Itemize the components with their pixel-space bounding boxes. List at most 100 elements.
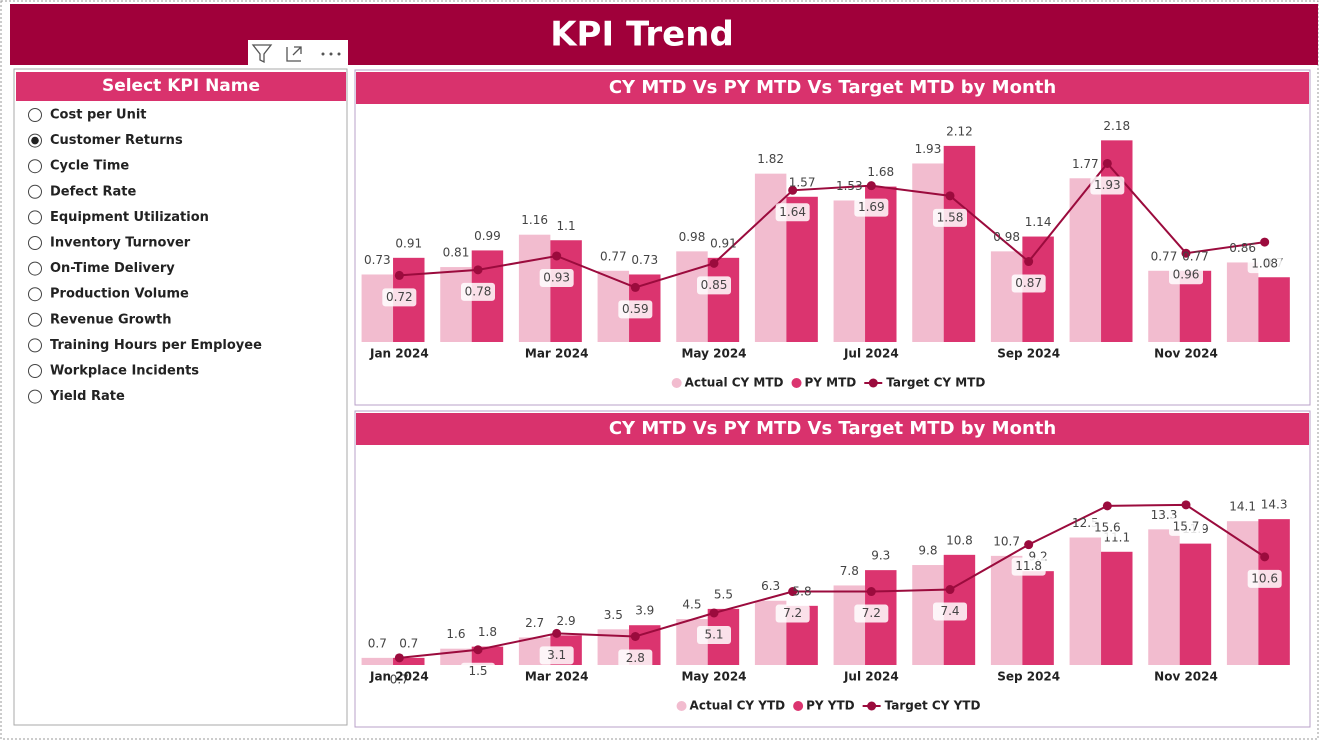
- header-bar: [10, 4, 1318, 65]
- radio-button[interactable]: [28, 338, 42, 353]
- data-label: 15.6: [1094, 520, 1121, 534]
- visual-toolbar: [248, 40, 348, 68]
- radio-button[interactable]: [28, 261, 42, 276]
- bar: [440, 267, 472, 342]
- slicer-item-label[interactable]: Production Volume: [50, 287, 189, 302]
- slicer-item-label[interactable]: On-Time Delivery: [50, 261, 175, 276]
- slicer-item-label[interactable]: Revenue Growth: [50, 312, 171, 327]
- data-label: 0.77: [1151, 249, 1178, 263]
- bar: [707, 257, 740, 342]
- bar: [1101, 140, 1133, 342]
- slicer-item[interactable]: Yield Rate: [28, 389, 125, 404]
- radio-button[interactable]: [28, 184, 42, 199]
- radio-button[interactable]: [28, 236, 42, 250]
- x-tick-label: Sep 2024: [997, 347, 1060, 361]
- data-label: 1.8: [478, 625, 497, 639]
- radio-button[interactable]: [28, 159, 42, 174]
- legend: Actual CY MTD PY MTD Target CY MTD: [671, 376, 985, 390]
- radio-button[interactable]: [28, 312, 42, 327]
- legend-label: Actual CY YTD: [690, 699, 786, 713]
- data-label: 5.8: [793, 584, 812, 598]
- radio-button[interactable]: [28, 389, 42, 404]
- slicer-item[interactable]: Inventory Turnover: [28, 236, 191, 251]
- slicer-item-label[interactable]: Cycle Time: [50, 159, 129, 174]
- data-label: 3.1: [547, 648, 566, 662]
- label-box: [1247, 569, 1282, 588]
- chart-title: CY MTD Vs PY MTD Vs Target MTD by Month: [609, 418, 1056, 439]
- data-label: 5.1: [704, 627, 723, 641]
- slicer-item[interactable]: Cost per Unit: [28, 108, 147, 123]
- bar: [943, 145, 976, 342]
- line-point: [1024, 257, 1034, 267]
- bar: [1179, 543, 1212, 665]
- data-label: 2.12: [946, 124, 973, 138]
- label-box: [775, 203, 810, 222]
- focus-icon[interactable]: [286, 46, 302, 62]
- radio-button[interactable]: [28, 210, 42, 225]
- slicer-item[interactable]: On-Time Delivery: [28, 261, 176, 276]
- slicer-item-label[interactable]: Defect Rate: [50, 184, 137, 199]
- data-label: 6.3: [761, 579, 780, 593]
- data-label: 7.8: [840, 564, 859, 578]
- radio-button[interactable]: [28, 108, 42, 122]
- slicer-item[interactable]: Defect Rate: [28, 184, 137, 199]
- data-label: 10.7: [993, 534, 1020, 548]
- data-label: 1.6: [446, 627, 465, 641]
- x-tick-label: Nov 2024: [1154, 670, 1218, 684]
- data-label: 1.57: [789, 175, 816, 189]
- label-box: [775, 604, 810, 623]
- data-label: 0.78: [465, 284, 492, 298]
- legend-label: PY YTD: [806, 699, 855, 713]
- slicer-item-label[interactable]: Equipment Utilization: [50, 210, 209, 225]
- slicer-item[interactable]: Customer Returns: [28, 133, 183, 148]
- radio-button[interactable]: [28, 287, 42, 302]
- data-label: 0.81: [443, 246, 470, 260]
- line-point: [1181, 500, 1191, 510]
- line-point: [1024, 540, 1034, 550]
- bar: [393, 657, 425, 665]
- radio-button[interactable]: [28, 364, 42, 378]
- chart-title-bar: [356, 72, 1309, 104]
- slicer-item-label[interactable]: Customer Returns: [50, 133, 183, 148]
- slicer-item-label[interactable]: Training Hours per Employee: [50, 338, 262, 353]
- line-point: [1102, 501, 1112, 511]
- label-box: [1090, 518, 1125, 537]
- slicer-header: [16, 72, 346, 101]
- chart-frame: [354, 69, 1311, 406]
- bar: [1022, 571, 1054, 665]
- slicer-item[interactable]: Revenue Growth: [28, 312, 172, 327]
- line-point: [394, 653, 404, 663]
- slicer-item-label[interactable]: Cost per Unit: [50, 108, 147, 123]
- slicer-item[interactable]: Workplace Incidents: [28, 364, 200, 379]
- label-box: [1169, 517, 1203, 536]
- slicer-item[interactable]: Training Hours per Employee: [28, 338, 263, 353]
- legend: Actual CY YTD PY YTD Target CY YTD: [676, 699, 980, 713]
- data-label: 1.08: [1251, 257, 1278, 271]
- bar: [754, 173, 787, 342]
- slicer-item-label[interactable]: Workplace Incidents: [50, 364, 199, 379]
- more-icon[interactable]: [321, 52, 341, 56]
- line-point: [709, 258, 719, 268]
- slicer-item-label[interactable]: Yield Rate: [49, 389, 125, 404]
- data-label: 10.6: [1251, 571, 1278, 585]
- bar: [990, 251, 1023, 342]
- bar: [361, 657, 394, 665]
- data-label: 4.5: [682, 598, 701, 612]
- filter-icon[interactable]: [251, 44, 273, 64]
- line-point: [473, 265, 483, 275]
- slicer-item-label[interactable]: Inventory Turnover: [50, 236, 191, 251]
- data-label: 2.7: [525, 616, 544, 630]
- bar: [833, 585, 866, 665]
- legend-marker: [676, 701, 687, 711]
- x-tick-label: Mar 2024: [525, 670, 589, 684]
- data-label: 10.8: [946, 533, 973, 547]
- x-tick-label: Mar 2024: [525, 347, 589, 361]
- slicer-item[interactable]: Equipment Utilization: [28, 210, 209, 225]
- data-label: 0.96: [1173, 268, 1200, 282]
- legend-marker: [868, 378, 878, 388]
- data-label: 2.9: [557, 614, 576, 628]
- slicer-item[interactable]: Production Volume: [28, 287, 190, 302]
- slicer-item[interactable]: Cycle Time: [28, 159, 130, 174]
